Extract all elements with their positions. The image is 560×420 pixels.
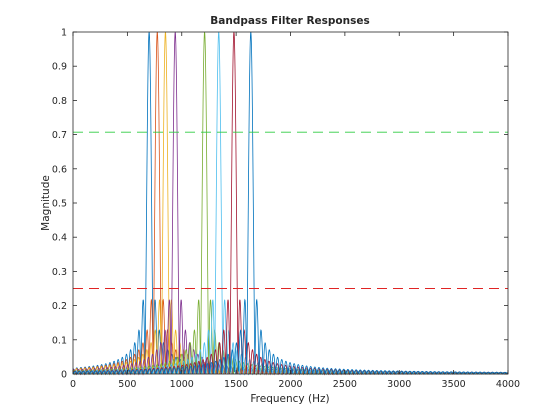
series-layer	[72, 31, 509, 376]
plot-frame	[72, 31, 509, 375]
x-tick-label: 2000	[278, 379, 302, 390]
series-line	[72, 31, 509, 376]
series-line	[72, 31, 509, 375]
series-line	[72, 31, 509, 376]
series-line	[72, 31, 509, 376]
x-tick-label: 3500	[442, 379, 466, 390]
x-tick-label: 1500	[224, 379, 248, 390]
x-tick-label: 500	[118, 379, 136, 390]
y-tick-label: 0.3	[52, 267, 67, 278]
y-tick-label: 0.1	[52, 335, 67, 346]
x-tick-label: 1000	[170, 379, 194, 390]
y-tick-label: 0.7	[52, 130, 67, 141]
series-line	[72, 31, 509, 375]
y-tick-label: 0.9	[52, 62, 67, 73]
x-tick-label: 3000	[387, 379, 411, 390]
y-tick-label: 0.2	[52, 301, 67, 312]
series-line	[72, 31, 509, 376]
y-tick-label: 1	[61, 28, 67, 39]
reference-lines	[73, 131, 508, 289]
chart-title: Bandpass Filter Responses	[210, 15, 369, 27]
y-tick-label: 0.4	[52, 233, 67, 244]
x-tick-label: 0	[70, 379, 76, 390]
x-tick-label: 4000	[496, 379, 520, 390]
y-tick-label: 0.6	[52, 164, 67, 175]
y-tick-label: 0.5	[52, 199, 67, 210]
y-tick-label: 0	[61, 370, 67, 381]
y-tick-label: 0.8	[52, 96, 67, 107]
x-axis-label: Frequency (Hz)	[250, 393, 329, 405]
series-line	[72, 31, 508, 376]
series-line	[72, 31, 509, 376]
axes: 0 500 1000 1500 2000 2500 3000 3500 4000 0 0.1 0.2 0…	[52, 28, 520, 391]
y-axis-label: Magnitude	[40, 175, 52, 231]
x-tick-label: 2500	[333, 379, 357, 390]
